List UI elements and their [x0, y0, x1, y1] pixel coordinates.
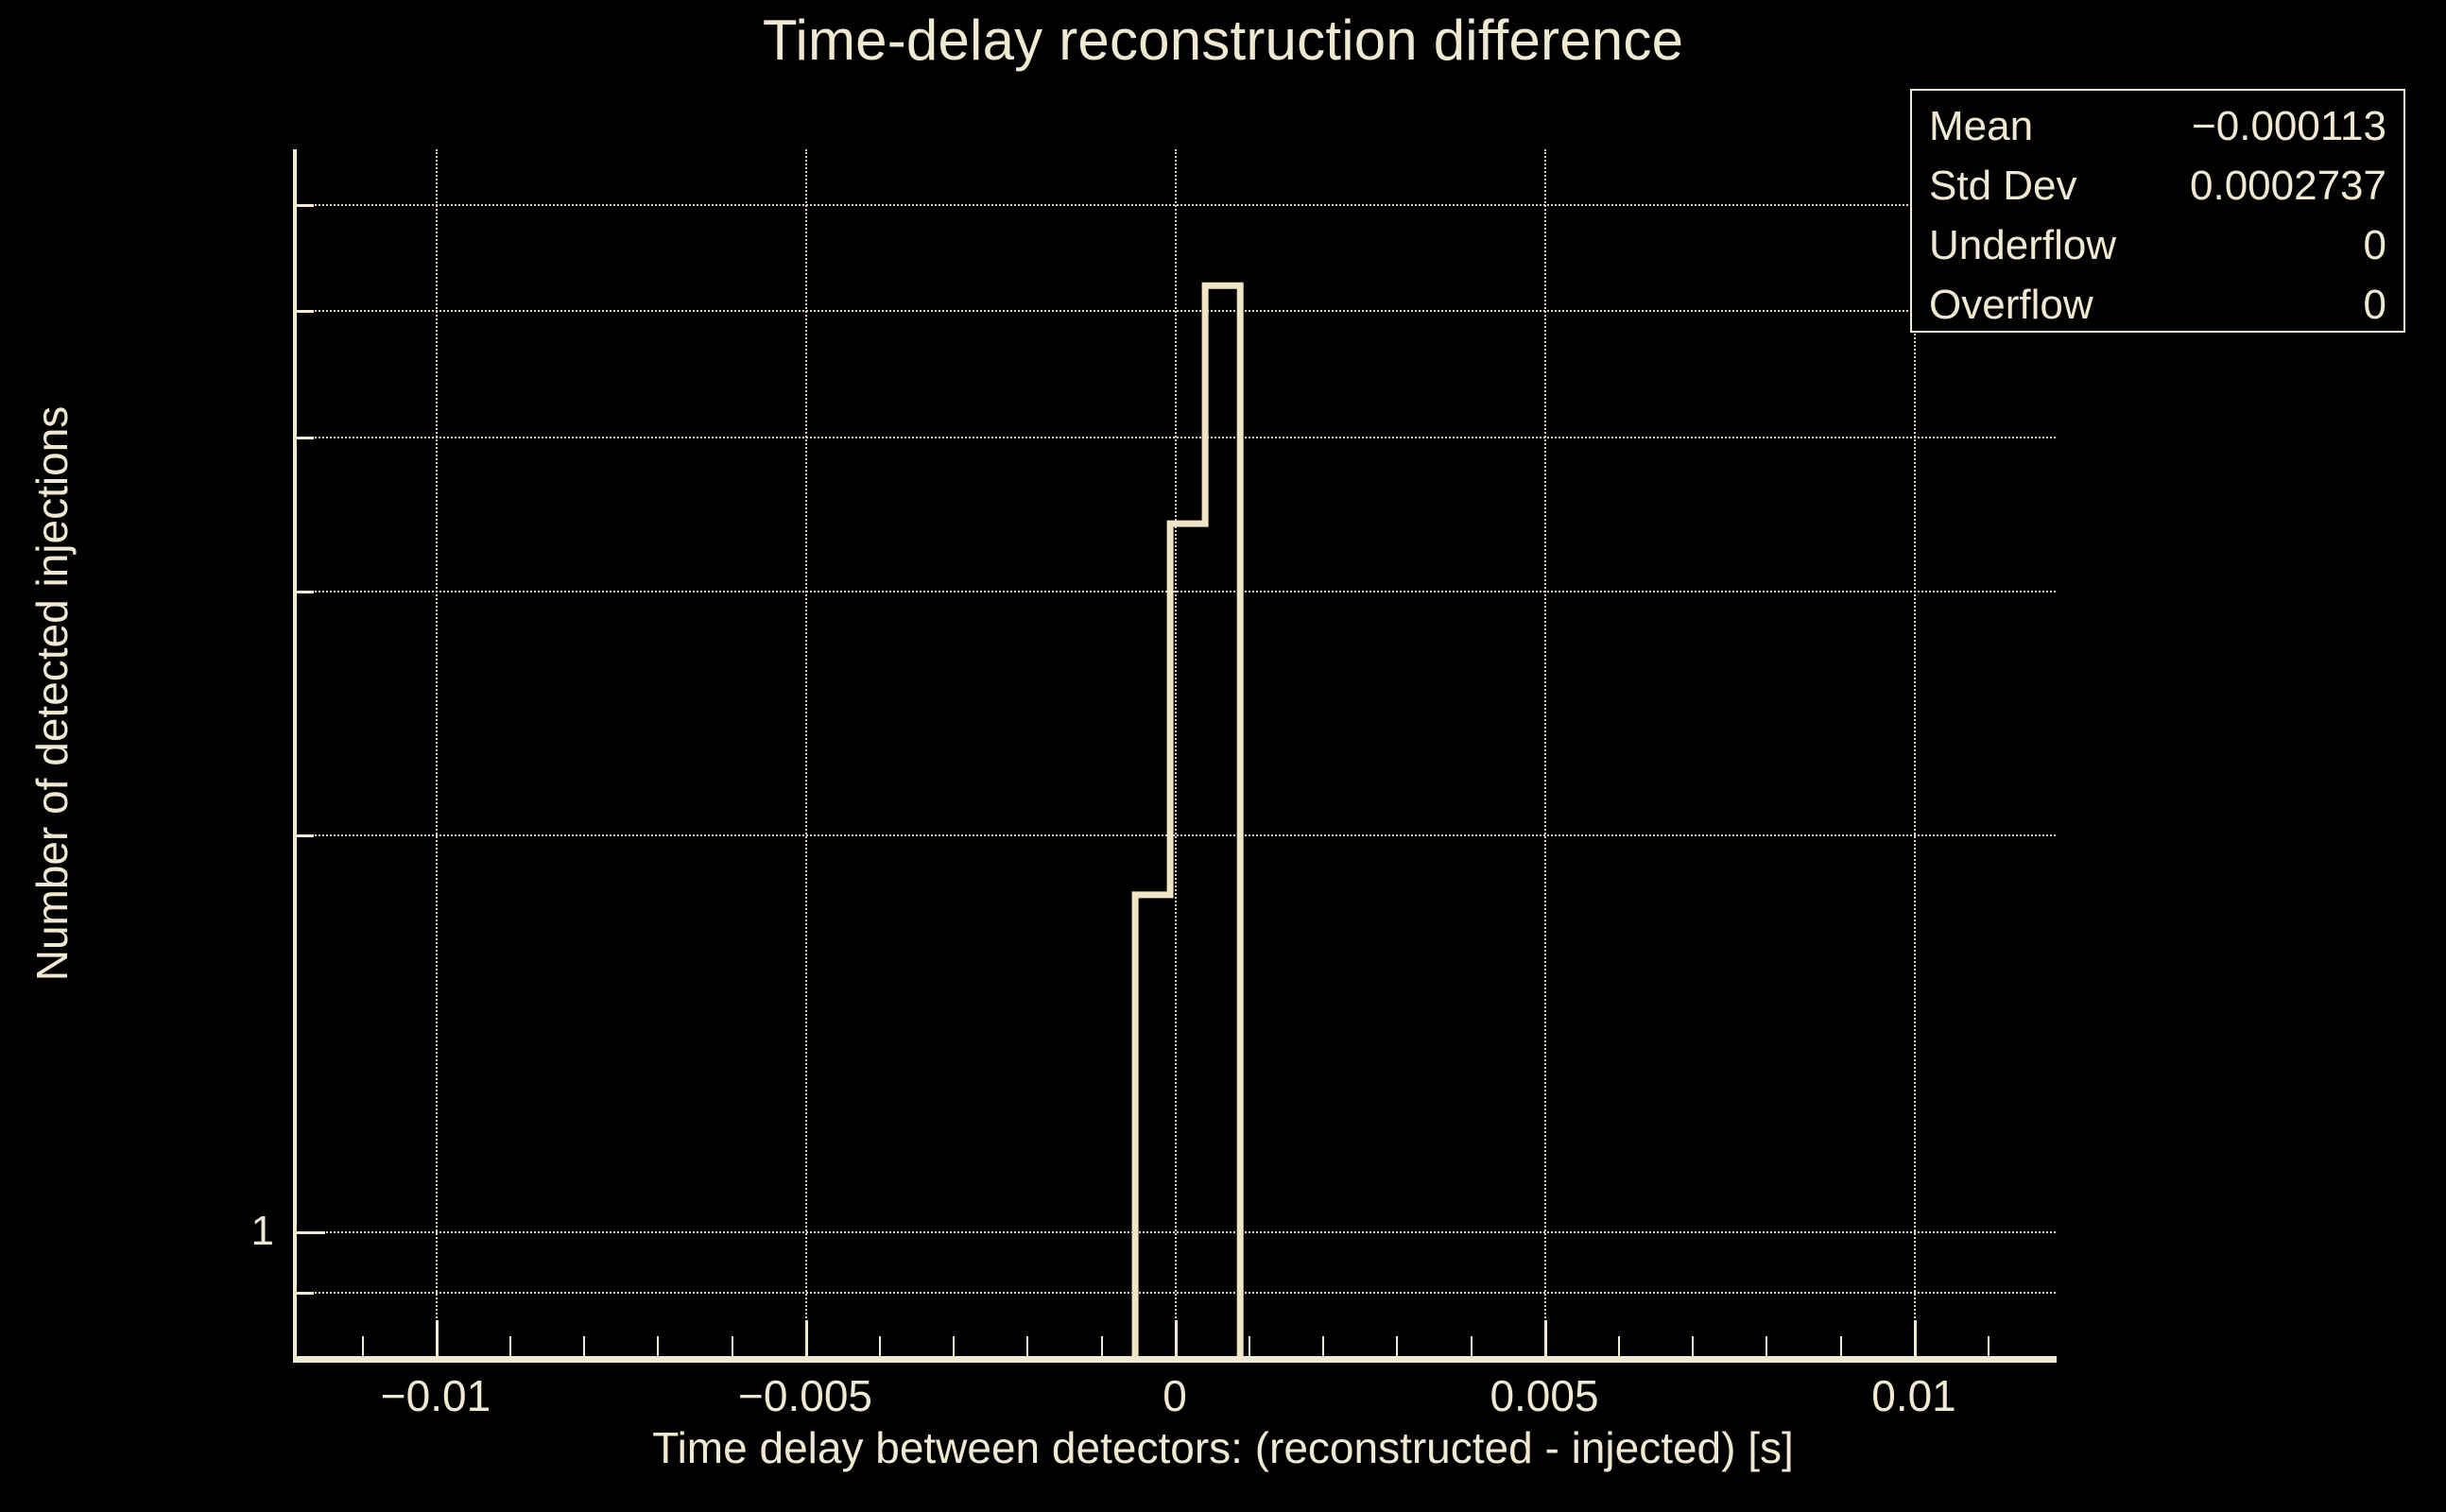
x-axis-tick-minor — [1101, 1336, 1103, 1356]
chart-title: Time-delay reconstruction difference — [762, 9, 1684, 72]
x-axis-tick-major — [436, 1320, 439, 1356]
stats-value: 0 — [2363, 282, 2386, 328]
gridline-x — [1544, 149, 1546, 1360]
stats-value: 0.0002737 — [2190, 163, 2386, 209]
x-axis-tick-label: 0.005 — [1490, 1371, 1599, 1420]
stats-key: Std Dev — [1929, 163, 2077, 209]
y-axis-tick-major — [293, 1231, 325, 1234]
y-axis-line — [293, 149, 297, 1360]
x-axis-tick-label: 0 — [1163, 1371, 1187, 1420]
y-axis-tick-minor — [293, 1292, 314, 1295]
y-axis-tick-minor — [293, 310, 314, 313]
stats-value: −0.000113 — [2192, 103, 2386, 149]
x-axis-tick-minor — [1766, 1336, 1767, 1356]
x-axis-tick-minor — [953, 1336, 955, 1356]
x-axis-tick-label: −0.005 — [738, 1371, 872, 1420]
x-axis-line — [293, 1356, 2057, 1363]
gridline-x — [805, 149, 807, 1360]
stats-row: Mean −0.000113 — [1929, 96, 2386, 156]
stats-key: Overflow — [1929, 282, 2093, 328]
x-axis-tick-minor — [1840, 1336, 1842, 1356]
statistics-box: Mean −0.000113 Std Dev 0.0002737 Underfl… — [1910, 89, 2405, 333]
x-axis-tick-minor — [1026, 1336, 1028, 1356]
x-axis-tick-minor — [657, 1336, 659, 1356]
y-axis-tick-minor — [293, 204, 314, 207]
y-axis-tick-label: 1 — [250, 1208, 274, 1254]
plot-area — [293, 149, 2056, 1360]
y-axis-tick-minor — [293, 834, 314, 837]
stats-row: Underflow 0 — [1929, 215, 2386, 275]
stats-key: Underflow — [1929, 222, 2117, 268]
x-axis-tick-minor — [362, 1336, 364, 1356]
y-axis-tick-minor — [293, 591, 314, 593]
y-axis-tick-minor — [293, 437, 314, 439]
x-axis-tick-minor — [509, 1336, 511, 1356]
x-axis-tick-minor — [1471, 1336, 1473, 1356]
gridline-x — [436, 149, 438, 1360]
x-axis-tick-label: 0.01 — [1871, 1371, 1956, 1420]
x-axis-tick-major — [1175, 1320, 1178, 1356]
x-axis-tick-minor — [732, 1336, 733, 1356]
x-axis-tick-minor — [1692, 1336, 1694, 1356]
x-axis-tick-minor — [1249, 1336, 1250, 1356]
x-axis-tick-minor — [1396, 1336, 1398, 1356]
x-axis-tick-major — [1544, 1320, 1547, 1356]
x-axis-title: Time delay between detectors: (reconstru… — [652, 1423, 1794, 1472]
stats-row: Overflow 0 — [1929, 275, 2386, 335]
x-axis-tick-major — [805, 1320, 808, 1356]
y-axis-title: Number of detected injections — [27, 405, 77, 982]
stats-value: 0 — [2363, 222, 2386, 268]
x-axis-tick-minor — [1988, 1336, 1990, 1356]
gridline-x — [1175, 149, 1177, 1360]
gridline-y — [293, 204, 2056, 206]
x-axis-tick-label: −0.01 — [380, 1371, 491, 1420]
x-axis-tick-minor — [879, 1336, 881, 1356]
x-axis-tick-minor — [583, 1336, 585, 1356]
x-axis-tick-minor — [1618, 1336, 1620, 1356]
gridline-x — [1914, 149, 1916, 1360]
x-axis-tick-major — [1914, 1320, 1917, 1356]
x-axis-tick-minor — [1322, 1336, 1324, 1356]
stats-key: Mean — [1929, 103, 2034, 149]
stats-row: Std Dev 0.0002737 — [1929, 156, 2386, 215]
